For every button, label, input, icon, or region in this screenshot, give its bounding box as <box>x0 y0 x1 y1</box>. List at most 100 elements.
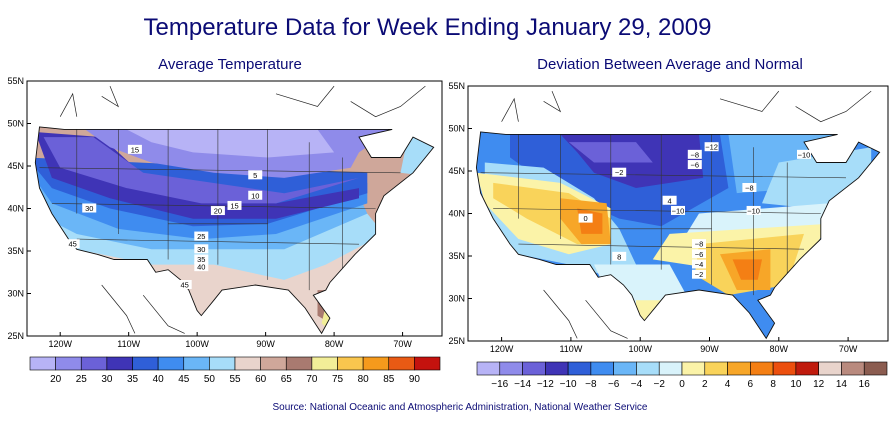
contour-label: 15 <box>131 145 139 154</box>
colorbar-label: 65 <box>281 374 293 385</box>
colorbar-label: 50 <box>204 374 216 385</box>
contour-label: 40 <box>197 263 205 272</box>
coastline <box>101 284 136 334</box>
colorbar-label: 8 <box>770 379 776 390</box>
lat-label: 25N <box>7 331 24 341</box>
lat-label: 30N <box>7 289 24 299</box>
colorbar-swatch <box>106 356 133 371</box>
contour-label-bg <box>612 167 627 177</box>
colorbar-label: 30 <box>101 374 113 385</box>
colorbar-swatch <box>841 361 865 376</box>
contour-label-bg <box>687 149 702 159</box>
colorbar-swatch <box>311 356 338 371</box>
coastline <box>101 85 120 108</box>
colorbar-swatch <box>658 361 683 376</box>
lat-label: 40N <box>448 209 465 219</box>
coastline <box>275 85 335 107</box>
state-line <box>493 208 821 214</box>
average-temperature-map: 1551015203025303540454555N50N45N40N35N30… <box>7 76 443 349</box>
colorbar-swatch <box>285 356 313 371</box>
contour-label: 5 <box>253 171 257 180</box>
contour-label-bg <box>692 239 706 249</box>
page-title: Temperature Data for Week Ending January… <box>143 14 712 41</box>
state-line <box>39 167 401 174</box>
us-outline <box>34 126 435 335</box>
colorbar-label: 75 <box>332 374 344 385</box>
contour-label: 20 <box>214 207 222 216</box>
contour-label-bg <box>746 205 761 215</box>
contour-label-bg <box>248 170 263 180</box>
lat-label: 45N <box>448 166 465 176</box>
colorbar-swatch <box>863 361 888 376</box>
contour-label-bg <box>194 254 209 264</box>
contour-label: 8 <box>617 252 621 261</box>
coastline <box>543 289 578 339</box>
contour-label-bg <box>687 160 702 170</box>
colorbar-label: −10 <box>560 379 577 390</box>
colorbar-swatch <box>499 361 523 376</box>
contour-label-bg <box>194 244 209 254</box>
colorbar-label: 45 <box>178 374 190 385</box>
contour-label: −8 <box>691 150 700 159</box>
colorbar-swatch <box>132 356 159 371</box>
colorbar-label: 80 <box>358 374 370 385</box>
colorbar-label: 2 <box>702 379 708 390</box>
contour-label-bg <box>692 259 706 269</box>
colorbar-label: 40 <box>153 374 165 385</box>
contour-label-bg <box>797 149 811 159</box>
colorbar-swatch <box>681 361 706 376</box>
colorbar-swatch <box>522 361 546 376</box>
coastline <box>585 299 628 339</box>
colorbar-label: 6 <box>748 379 754 390</box>
lat-label: 35N <box>448 251 465 261</box>
contour-label-bg <box>227 200 242 210</box>
coastline <box>501 97 519 122</box>
us-outline <box>475 131 881 340</box>
coastline <box>543 90 562 113</box>
deviation-colorbar: −16 −14 −12 −10 −8 −6 −4 −2 0 2 4 6 8 10 12 14 16 <box>476 361 888 390</box>
lon-label: 100W <box>628 344 652 354</box>
lon-label: 90W <box>256 339 275 349</box>
colorbar-label: 4 <box>725 379 731 390</box>
coastline <box>350 85 426 118</box>
lat-label: 50N <box>448 124 465 134</box>
colorbar-swatch <box>388 356 415 371</box>
coastline <box>142 294 185 334</box>
colorbar-swatch <box>157 356 185 371</box>
band <box>126 129 335 158</box>
colorbar-label: −8 <box>585 379 597 390</box>
colorbar-swatch <box>545 361 569 376</box>
contour-label-bg <box>662 195 677 205</box>
contour-label: −4 <box>695 260 704 269</box>
lat-label: 50N <box>7 119 24 129</box>
contour-label: −12 <box>705 143 718 152</box>
contour-label-bg <box>742 183 757 192</box>
colorbar-swatch <box>80 356 108 371</box>
lat-label: 40N <box>7 204 24 214</box>
coastline <box>719 90 780 112</box>
state-line <box>76 238 360 245</box>
colorbar-label: 35 <box>127 374 139 385</box>
lat-label: 35N <box>7 246 24 256</box>
coastline <box>795 90 872 123</box>
contour-label-bg <box>671 205 685 215</box>
state-boundaries <box>480 134 847 296</box>
contour-label: −8 <box>745 184 754 193</box>
lat-label: 55N <box>448 81 465 91</box>
colorbar-swatch <box>55 356 82 371</box>
lon-label: 80W <box>325 339 344 349</box>
colorbar-swatch <box>818 361 842 376</box>
colorbar-label: −14 <box>514 379 531 390</box>
colorbar-swatch <box>567 361 592 376</box>
colorbar-swatch <box>636 361 660 376</box>
contour-label-bg <box>248 190 263 200</box>
colorbar-swatch <box>795 361 819 376</box>
contour-label-bg <box>692 249 706 259</box>
state-boundaries <box>39 129 401 291</box>
colorbar-label: 0 <box>679 379 685 390</box>
colorbar-swatch <box>727 361 751 376</box>
colorbar-swatch <box>414 356 441 371</box>
contour-label: 30 <box>197 245 205 254</box>
contour-label-bg <box>704 142 719 152</box>
colorbar-swatch <box>234 356 261 371</box>
